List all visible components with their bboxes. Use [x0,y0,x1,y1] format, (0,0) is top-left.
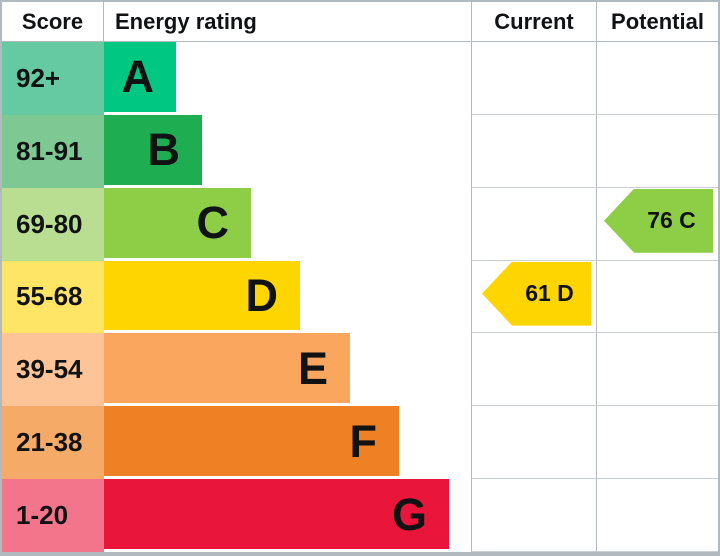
band-b-bar-cell: B [104,114,471,188]
current-rating-arrow: 61 D [482,261,591,326]
band-c-bar-cell: C [104,187,471,261]
band-g-bar-cell: G [104,479,471,552]
potential-cell-band-b [596,114,718,188]
band-g-score-range: 1-20 [2,479,104,552]
band-f-letter: F [349,415,378,467]
score-column-header: Score [2,2,104,42]
band-c-bar: C [104,187,251,258]
current-cell-band-g [471,479,596,552]
band-d-bar-cell: D [104,260,471,334]
band-f-bar-cell: F [104,406,471,479]
band-g-letter: G [391,488,427,540]
potential-cell-band-g [596,479,718,552]
band-d-bar: D [104,260,300,331]
band-f-bar: F [104,406,399,477]
current-cell-band-e [471,333,596,407]
band-g-bar: G [104,479,449,549]
band-a-letter: A [121,51,155,103]
potential-rating-label: 76 C [647,207,696,234]
current-cell-band-b [471,114,596,188]
potential-cell-band-a [596,42,718,115]
potential-rating-arrow: 76 C [604,188,713,253]
band-c-letter: C [196,197,230,249]
band-a-bar-cell: A [104,42,471,115]
current-cell-band-d: 61 D [471,260,596,334]
band-e-bar-cell: E [104,333,471,406]
energy-rating-column-header: Energy rating [104,2,471,42]
current-cell-band-f [471,406,596,480]
band-e-bar: E [104,333,350,404]
band-a-score-range: 92+ [2,42,104,115]
potential-column-header: Potential [596,2,718,42]
band-b-score-range: 81-91 [2,114,104,188]
current-column-header: Current [471,2,596,42]
band-e-score-range: 39-54 [2,333,104,407]
potential-cell-band-d [596,260,718,334]
band-e-letter: E [297,342,328,394]
potential-cell-band-c: 76 C [596,187,718,261]
current-cell-band-c [471,187,596,261]
band-d-score-range: 55-68 [2,260,104,334]
band-f-score-range: 21-38 [2,406,104,480]
band-d-letter: D [245,269,279,321]
band-b-bar: B [104,114,202,185]
potential-cell-band-e [596,333,718,407]
potential-cell-band-f [596,406,718,480]
band-a-bar: A [104,42,176,112]
band-c-score-range: 69-80 [2,187,104,261]
current-rating-label: 61 D [525,280,574,307]
current-cell-band-a [471,42,596,115]
band-b-letter: B [147,124,181,176]
